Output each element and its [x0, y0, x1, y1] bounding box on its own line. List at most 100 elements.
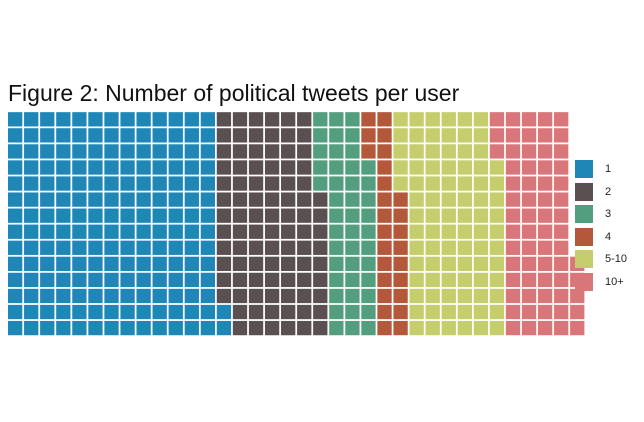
waffle-cell-1	[56, 144, 71, 159]
waffle-cell-3	[361, 240, 376, 255]
waffle-cell-5-10	[457, 224, 472, 239]
waffle-cell-1	[152, 272, 167, 288]
waffle-cell-2	[297, 272, 312, 288]
waffle-cell-4	[393, 256, 408, 271]
waffle-cell-5-10	[425, 176, 440, 191]
waffle-cell-5-10	[473, 176, 489, 191]
waffle-cell-2	[216, 128, 232, 143]
waffle-cell-3	[329, 192, 344, 207]
waffle-cell-1	[168, 144, 183, 159]
waffle-cell-5-10	[457, 208, 472, 223]
waffle-cell-10+	[554, 144, 569, 159]
waffle-cell-2	[281, 288, 296, 304]
waffle-cell-1	[8, 304, 23, 320]
waffle-cell-5-10	[425, 128, 440, 143]
waffle-cell-5-10	[425, 224, 440, 239]
waffle-cell-1	[104, 192, 119, 207]
waffle-cell-1	[88, 192, 103, 207]
waffle-cell-2	[297, 304, 312, 320]
waffle-cell-3	[361, 288, 376, 304]
waffle-cell-1	[72, 128, 87, 143]
waffle-cell-1	[104, 112, 119, 127]
waffle-cell-10+	[537, 272, 553, 288]
waffle-cell-1	[104, 304, 119, 320]
waffle-cell-2	[297, 208, 312, 223]
waffle-cell-1	[184, 240, 199, 255]
waffle-cell-1	[200, 288, 216, 304]
waffle-cell-4	[393, 320, 408, 336]
waffle-cell-10+	[537, 128, 553, 143]
waffle-cell-2	[281, 240, 296, 255]
waffle-cell-1	[8, 240, 23, 255]
waffle-cell-5-10	[425, 272, 440, 288]
waffle-cell-4	[377, 192, 392, 207]
waffle-cell-3	[329, 144, 344, 159]
waffle-cell-1	[8, 144, 23, 159]
waffle-cell-2	[313, 288, 328, 304]
waffle-cell-5-10	[457, 304, 472, 320]
waffle-cell-10+	[537, 240, 553, 255]
waffle-cell-2	[264, 320, 280, 336]
waffle-cell-1	[184, 224, 199, 239]
waffle-cell-1	[88, 176, 103, 191]
waffle-cell-5-10	[473, 192, 489, 207]
waffle-cell-10+	[537, 112, 553, 127]
waffle-cell-5-10	[409, 304, 424, 320]
waffle-cell-5-10	[409, 144, 424, 159]
waffle-cell-10+	[537, 192, 553, 207]
waffle-cell-2	[297, 256, 312, 271]
waffle-cell-1	[56, 272, 71, 288]
waffle-cell-1	[184, 272, 199, 288]
waffle-cell-5-10	[457, 240, 472, 255]
waffle-cell-5-10	[441, 288, 456, 304]
waffle-cell-10+	[521, 288, 537, 304]
waffle-cell-1	[136, 208, 151, 223]
waffle-cell-10+	[537, 224, 553, 239]
waffle-cell-5-10	[441, 208, 456, 223]
waffle-cell-4	[377, 208, 392, 223]
waffle-cell-2	[281, 224, 296, 239]
waffle-cell-1	[120, 144, 135, 159]
waffle-cell-1	[120, 272, 135, 288]
waffle-cell-4	[377, 144, 392, 159]
waffle-cell-1	[152, 304, 167, 320]
waffle-cell-3	[329, 240, 344, 255]
waffle-cell-3	[345, 192, 360, 207]
waffle-cell-1	[56, 256, 71, 271]
waffle-cell-1	[24, 240, 39, 255]
waffle-cell-3	[361, 272, 376, 288]
waffle-cell-5-10	[473, 240, 489, 255]
waffle-cell-10+	[554, 208, 569, 223]
waffle-cell-1	[72, 112, 87, 127]
waffle-cell-1	[72, 192, 87, 207]
waffle-cell-1	[72, 224, 87, 239]
waffle-cell-3	[345, 272, 360, 288]
waffle-cell-2	[216, 240, 232, 255]
waffle-cell-2	[264, 288, 280, 304]
waffle-cell-3	[345, 112, 360, 127]
waffle-cell-1	[88, 112, 103, 127]
waffle-cell-1	[136, 224, 151, 239]
waffle-cell-2	[281, 160, 296, 175]
waffle-cell-3	[361, 304, 376, 320]
waffle-cell-10+	[521, 240, 537, 255]
waffle-cell-2	[232, 224, 248, 239]
waffle-cell-5-10	[457, 176, 472, 191]
waffle-cell-10+	[570, 320, 585, 336]
waffle-cell-1	[184, 320, 199, 336]
waffle-cell-5-10	[393, 160, 408, 175]
waffle-cell-2	[297, 288, 312, 304]
waffle-cell-1	[24, 176, 39, 191]
legend-label: 3	[605, 208, 612, 221]
waffle-cell-1	[120, 128, 135, 143]
waffle-cell-1	[168, 192, 183, 207]
waffle-cell-2	[313, 320, 328, 336]
waffle-cell-1	[184, 192, 199, 207]
waffle-cell-2	[232, 160, 248, 175]
waffle-cell-2	[264, 224, 280, 239]
waffle-cell-10+	[505, 288, 521, 304]
waffle-cell-2	[232, 192, 248, 207]
legend-swatch	[575, 227, 593, 246]
waffle-cell-2	[264, 144, 280, 159]
waffle-cell-1	[8, 272, 23, 288]
